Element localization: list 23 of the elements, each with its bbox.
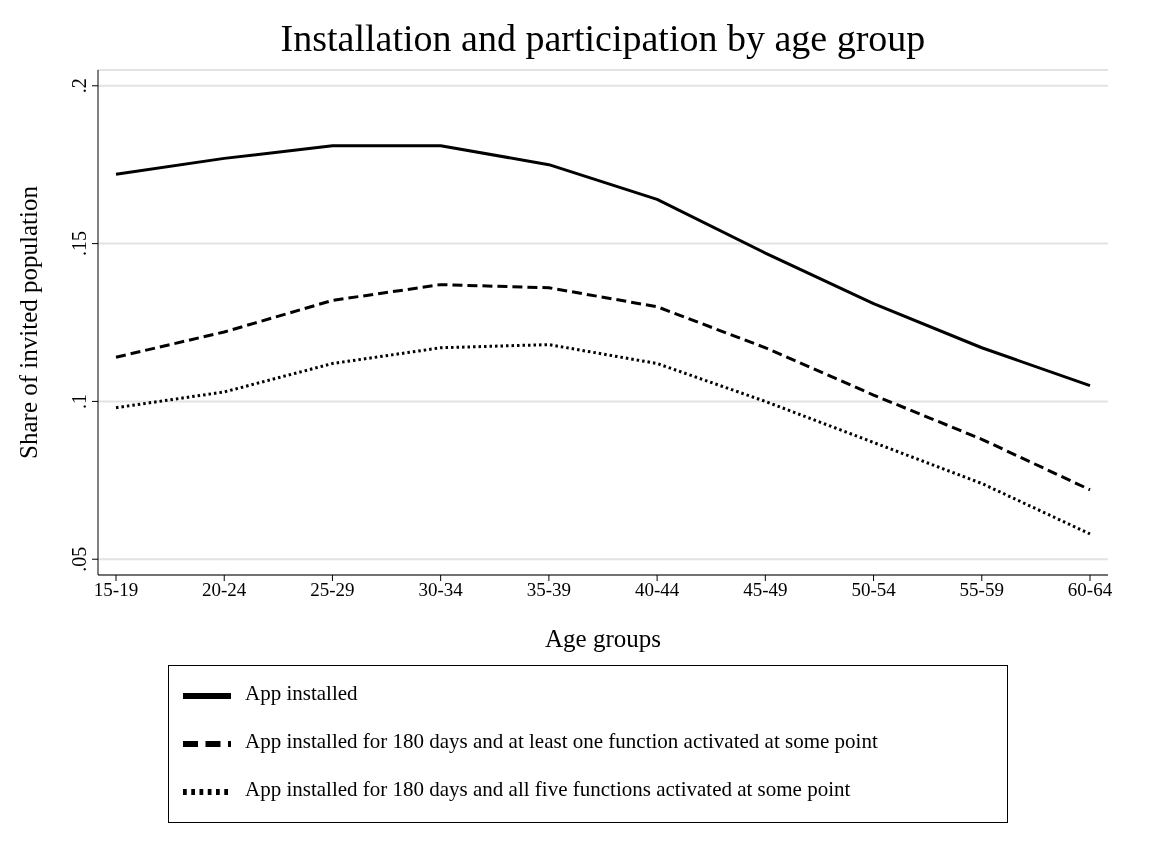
x-tick-label: 25-29	[310, 579, 355, 601]
legend-label: App installed for 180 days and all five functions activated at some point	[245, 776, 851, 801]
x-tick-label: 55-59	[959, 579, 1004, 601]
x-tick-label: 15-19	[93, 579, 139, 601]
line-series	[114, 283, 1092, 492]
y-axis-title: Share of invited population	[14, 185, 42, 459]
x-tick-label: 50-54	[851, 579, 897, 601]
y-tick-label: .2	[68, 78, 90, 94]
y-tick-label: .1	[68, 393, 90, 409]
x-tick-label: 45-49	[743, 579, 788, 601]
x-tick-label: 60-64	[1067, 579, 1113, 601]
x-tick-label: 20-24	[202, 579, 247, 601]
x-tick-label: 30-34	[418, 579, 464, 601]
x-tick-label: 35-39	[526, 579, 572, 601]
line-series	[114, 144, 1092, 388]
legend-label: App installed for 180 days and at least one function activated at some point	[245, 728, 878, 753]
x-tick-label: 40-44	[634, 579, 680, 601]
chart-title: Installation and participation by age group	[279, 16, 927, 60]
y-tick-label: .15	[68, 231, 90, 257]
legend-label: App installed	[245, 680, 358, 705]
y-tick-label: .05	[68, 546, 90, 572]
x-axis-title: Age groups	[545, 625, 661, 652]
line-series	[114, 343, 1092, 536]
